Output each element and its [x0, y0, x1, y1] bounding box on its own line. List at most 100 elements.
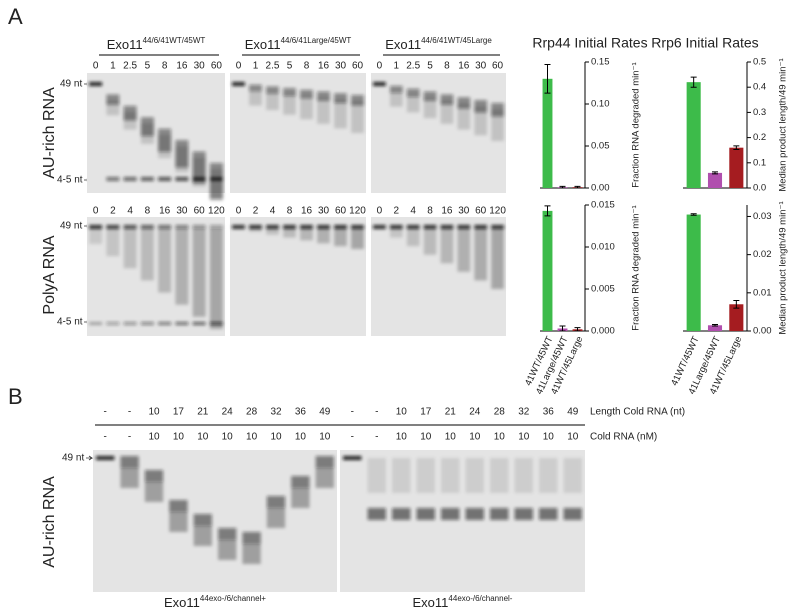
lane-label: -	[351, 432, 354, 443]
y-tick-label: 0.015	[591, 200, 615, 211]
lane-label: -	[128, 432, 131, 443]
lane-label: 30	[318, 206, 330, 217]
gel-band	[491, 229, 504, 289]
gel-band	[193, 526, 212, 546]
error-bar	[574, 185, 581, 189]
lane-label: 28	[246, 407, 258, 418]
gel-band	[351, 229, 364, 249]
lane-label: 16	[301, 206, 313, 217]
gel-title-main: Exo11	[245, 37, 281, 52]
gel-band	[89, 322, 103, 325]
gel-band	[563, 508, 582, 520]
gel-band	[266, 496, 286, 508]
y-tick-label: 0.00	[591, 183, 610, 194]
lane-label: 0	[236, 206, 242, 217]
gel-band	[389, 225, 403, 229]
lane-label: 32	[270, 407, 282, 418]
gel-band	[158, 225, 172, 229]
lane-label: 32	[518, 407, 530, 418]
lane-label: 17	[173, 407, 185, 418]
gel-band	[440, 225, 454, 229]
bar	[686, 82, 701, 188]
gel-band	[175, 229, 189, 305]
gel-band	[514, 458, 533, 493]
gel-band	[249, 229, 262, 232]
gel-band	[266, 225, 279, 229]
lane-label: 8	[304, 61, 310, 72]
gel-band	[140, 225, 154, 229]
lane-label: 8	[287, 206, 293, 217]
gel-band	[123, 111, 137, 130]
gel-band	[416, 458, 435, 493]
gel-band	[423, 91, 437, 101]
gel-band	[317, 91, 330, 101]
lane-label: 10	[173, 432, 185, 443]
y-tick-label: 0.000	[591, 326, 615, 337]
gel-band	[334, 99, 347, 129]
gel-band	[491, 225, 504, 229]
gel-band	[123, 225, 137, 229]
y-tick-label: 0.01	[753, 287, 772, 298]
lane-label: 16	[318, 61, 330, 72]
bar	[729, 147, 744, 188]
panel-label: B	[8, 384, 23, 409]
gel-band	[232, 82, 245, 86]
lane-label: 10	[494, 432, 506, 443]
y-tick-label: 0.005	[591, 284, 615, 295]
marker-label: 4-5 nt	[57, 175, 83, 186]
y-tick-label: 0.03	[753, 211, 772, 222]
bar	[707, 172, 723, 188]
gel-band	[539, 458, 558, 493]
lane-label: 16	[159, 206, 171, 217]
gel-title-sup: 44exo-/6/channel+	[200, 594, 266, 603]
lane-label: 10	[396, 432, 408, 443]
gel-band	[406, 88, 420, 97]
y-tick-label: 0.2	[753, 132, 766, 143]
lane-label: 8	[145, 206, 151, 217]
y-tick-label: 0.0	[753, 183, 766, 194]
lane-label: 60	[492, 61, 504, 72]
gel-band	[193, 514, 212, 526]
gel-band	[490, 458, 509, 493]
gel-band	[300, 89, 313, 99]
gel-band	[123, 177, 137, 181]
gel-band	[457, 103, 471, 130]
gel-title-sup: 44/6/41WT/45Large	[421, 36, 492, 45]
gel-band	[106, 322, 120, 325]
gel-band	[317, 229, 330, 244]
gel-title-sup: 44exo-/6/channel-	[448, 594, 512, 603]
row-label: PolyA RNA	[41, 235, 58, 314]
lane-label: 1	[110, 61, 116, 72]
gel-band	[140, 322, 154, 325]
lane-label: 8	[162, 61, 168, 72]
gel-band	[406, 94, 420, 113]
gel-band	[351, 225, 364, 229]
error-bar	[690, 76, 697, 88]
lane-label: 10	[148, 407, 160, 418]
lane-label: 10	[148, 432, 160, 443]
gel-band	[291, 476, 310, 488]
gel-band	[266, 229, 279, 235]
gel-band	[490, 508, 509, 520]
bar	[707, 325, 723, 331]
gel-band	[283, 225, 296, 229]
gel-band	[317, 225, 330, 229]
lane-label: 60	[475, 206, 487, 217]
lane-label: 0	[236, 61, 242, 72]
gel-band	[89, 82, 103, 86]
row-label: AU-rich RNA	[41, 476, 58, 568]
lane-label: 5	[287, 61, 293, 72]
gel-band	[249, 84, 262, 92]
gel-band	[416, 508, 435, 520]
lane-label: 60	[352, 61, 364, 72]
gel-band	[106, 225, 120, 229]
gel-band	[334, 93, 347, 104]
gel-band	[209, 322, 223, 325]
y-tick-label: 0.1	[753, 157, 766, 168]
gel-bands	[89, 82, 223, 201]
gel-bands	[232, 82, 364, 133]
y-tick-label: 0.4	[753, 82, 766, 93]
gel-band	[123, 229, 137, 269]
gel-band	[406, 229, 420, 247]
gel-band	[457, 225, 471, 229]
